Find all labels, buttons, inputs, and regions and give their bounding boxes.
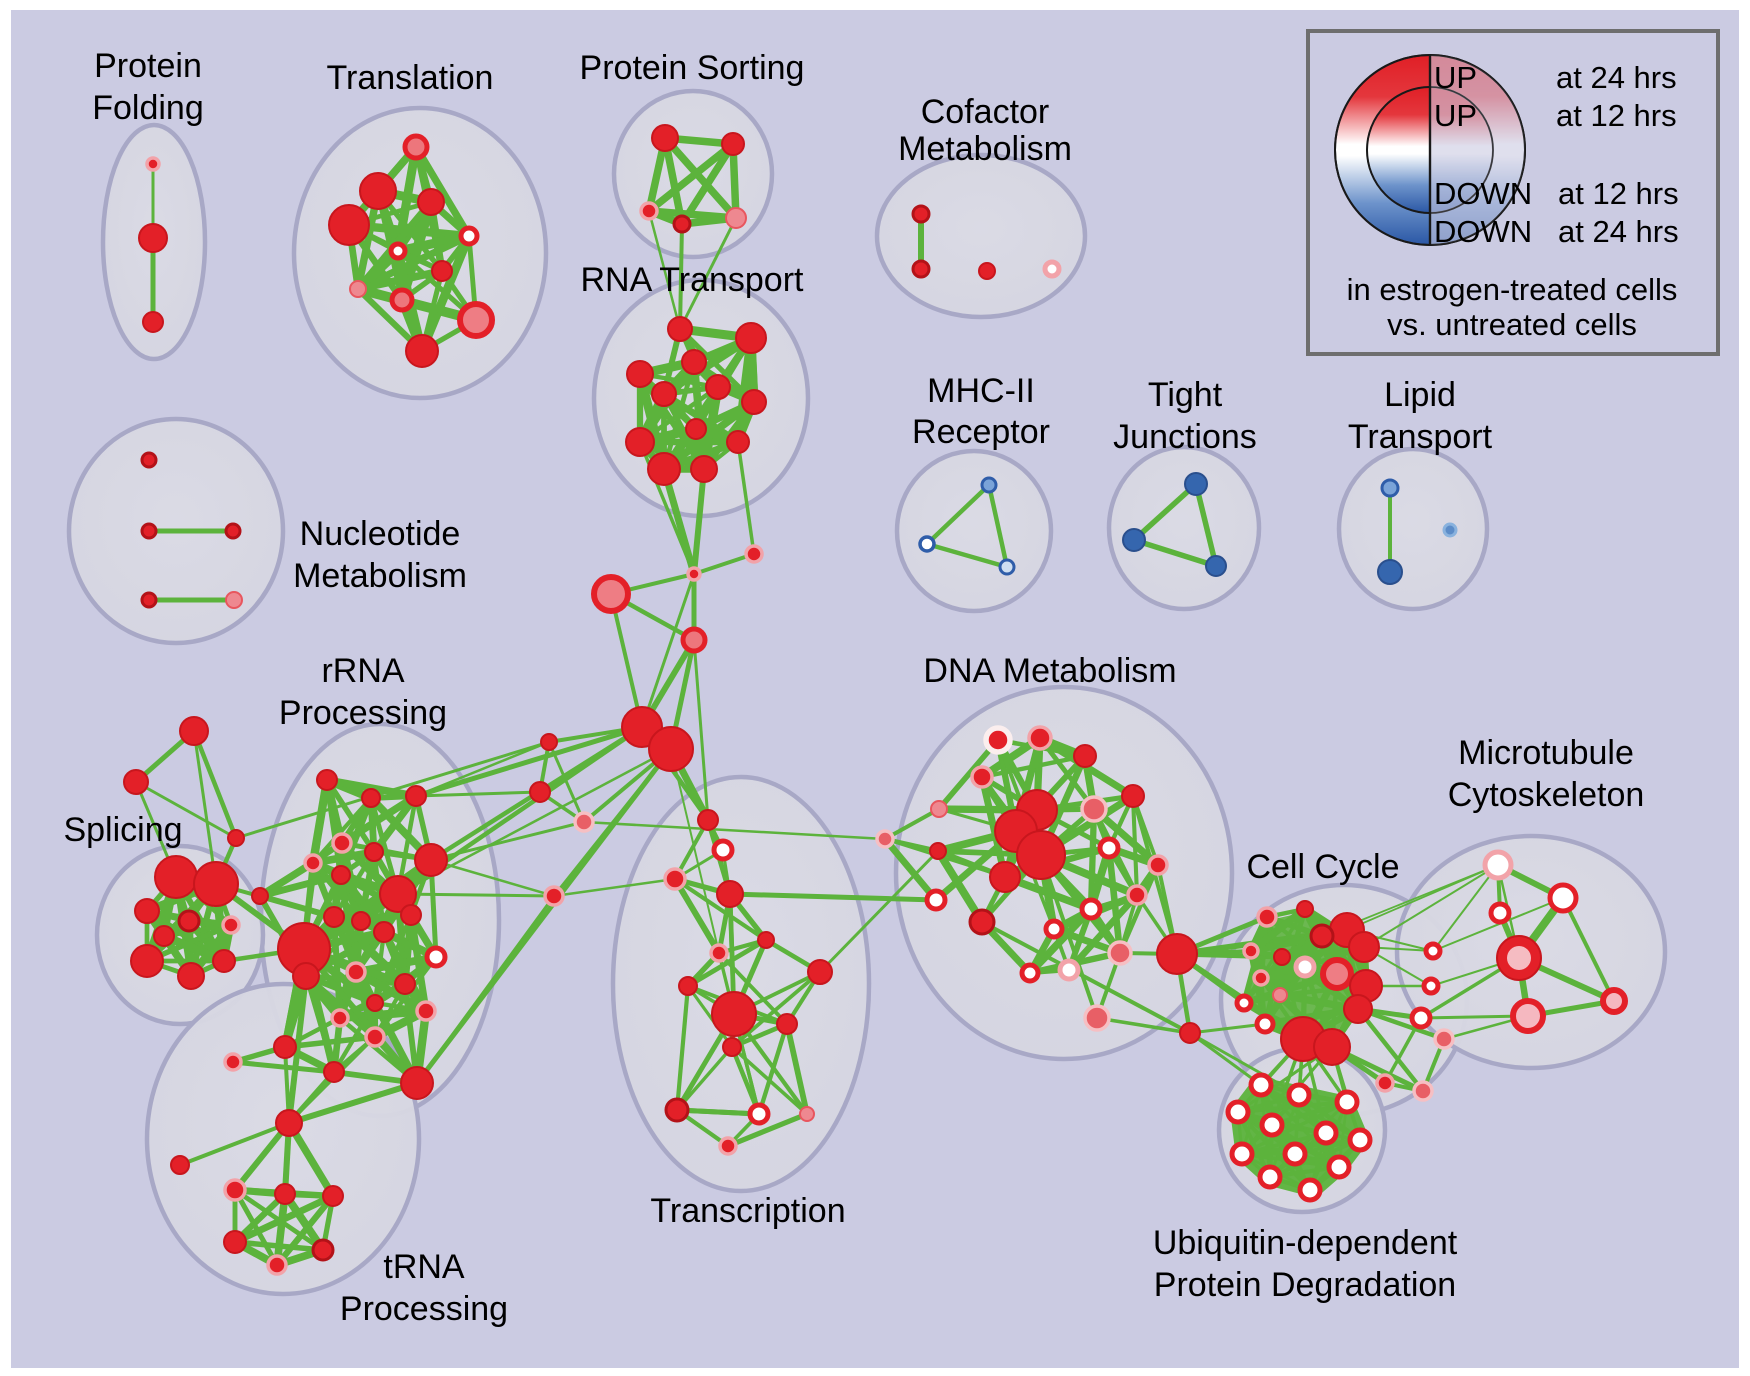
svg-text:Processing: Processing xyxy=(340,1290,508,1328)
svg-text:Transport: Transport xyxy=(1348,418,1493,456)
svg-text:UP: UP xyxy=(1434,60,1477,95)
svg-text:Cell Cycle: Cell Cycle xyxy=(1246,848,1399,886)
svg-text:Cytoskeleton: Cytoskeleton xyxy=(1448,776,1645,814)
svg-text:vs. untreated cells: vs. untreated cells xyxy=(1387,307,1637,342)
svg-text:Microtubule: Microtubule xyxy=(1458,734,1634,772)
svg-text:at 12 hrs: at 12 hrs xyxy=(1556,98,1677,133)
svg-text:Folding: Folding xyxy=(92,89,204,127)
svg-text:Metabolism: Metabolism xyxy=(898,130,1072,168)
svg-text:Splicing: Splicing xyxy=(63,811,182,849)
svg-text:DOWN: DOWN xyxy=(1434,214,1532,249)
svg-text:Protein Sorting: Protein Sorting xyxy=(580,49,805,87)
svg-text:Receptor: Receptor xyxy=(912,413,1050,451)
svg-text:at 12 hrs: at 12 hrs xyxy=(1558,176,1679,211)
svg-text:tRNA: tRNA xyxy=(383,1248,465,1286)
svg-text:Ubiquitin-dependent: Ubiquitin-dependent xyxy=(1153,1224,1458,1262)
svg-text:rRNA: rRNA xyxy=(321,652,404,690)
svg-text:Processing: Processing xyxy=(279,694,447,732)
svg-text:Nucleotide: Nucleotide xyxy=(300,515,461,553)
svg-text:Cofactor: Cofactor xyxy=(921,93,1050,131)
svg-text:Transcription: Transcription xyxy=(650,1192,845,1230)
svg-text:Junctions: Junctions xyxy=(1113,418,1257,456)
svg-text:DOWN: DOWN xyxy=(1434,176,1532,211)
svg-text:in estrogen-treated cells: in estrogen-treated cells xyxy=(1347,272,1678,307)
svg-text:MHC-II: MHC-II xyxy=(927,372,1035,410)
svg-text:Lipid: Lipid xyxy=(1384,376,1456,414)
svg-text:at 24 hrs: at 24 hrs xyxy=(1558,214,1679,249)
svg-text:Protein Degradation: Protein Degradation xyxy=(1154,1266,1456,1304)
svg-text:at 24 hrs: at 24 hrs xyxy=(1556,60,1677,95)
svg-text:Translation: Translation xyxy=(327,59,494,97)
svg-text:Tight: Tight xyxy=(1148,376,1223,414)
svg-text:RNA Transport: RNA Transport xyxy=(581,261,805,299)
svg-text:Metabolism: Metabolism xyxy=(293,557,467,595)
svg-text:UP: UP xyxy=(1434,98,1477,133)
svg-text:DNA Metabolism: DNA Metabolism xyxy=(923,652,1176,690)
svg-text:Protein: Protein xyxy=(94,47,202,85)
